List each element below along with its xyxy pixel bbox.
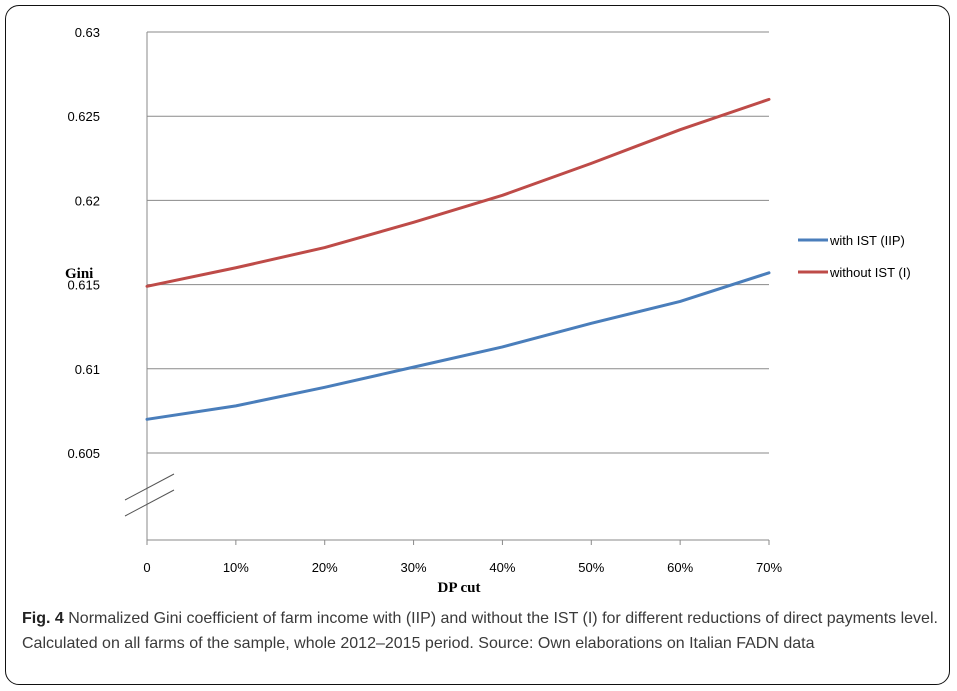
axis-break-mark xyxy=(124,489,175,517)
y-tick-label: 0.62 xyxy=(75,193,100,208)
line-chart: 0.63 0.625 0.62 0.615 0.61 0.605 0 10% 20% 30% 40%… xyxy=(65,25,911,596)
figure-frame xyxy=(5,5,950,685)
x-tick-label: 70% xyxy=(756,560,782,575)
x-tick-label: 50% xyxy=(578,560,604,575)
figure-label: Fig. 4 xyxy=(22,610,64,627)
y-tick-label: 0.63 xyxy=(75,25,100,40)
x-tick-label: 0 xyxy=(143,560,150,575)
figure-caption: Fig. 4 Normalized Gini coefficient of fa… xyxy=(22,606,940,656)
legend-label: with IST (IIP) xyxy=(829,233,905,248)
y-tick-label: 0.605 xyxy=(67,446,100,461)
x-tick-label: 30% xyxy=(401,560,427,575)
caption-text: Normalized Gini coefficient of farm inco… xyxy=(22,610,938,652)
x-tick-label: 10% xyxy=(223,560,249,575)
x-tick-label: 20% xyxy=(312,560,338,575)
y-axis-label: Gini xyxy=(65,266,93,282)
y-tick-label: 0.615 xyxy=(67,278,100,293)
x-tick-label: 40% xyxy=(489,560,515,575)
y-tick-label: 0.61 xyxy=(75,362,100,377)
y-tick-label: 0.625 xyxy=(67,109,100,124)
axis-break-mark xyxy=(124,473,175,501)
series-line-2 xyxy=(145,97,771,288)
x-axis-label: DP cut xyxy=(438,580,481,596)
legend-label: without IST (I) xyxy=(829,265,911,280)
x-tick-label: 60% xyxy=(667,560,693,575)
series-line-1 xyxy=(145,271,771,421)
